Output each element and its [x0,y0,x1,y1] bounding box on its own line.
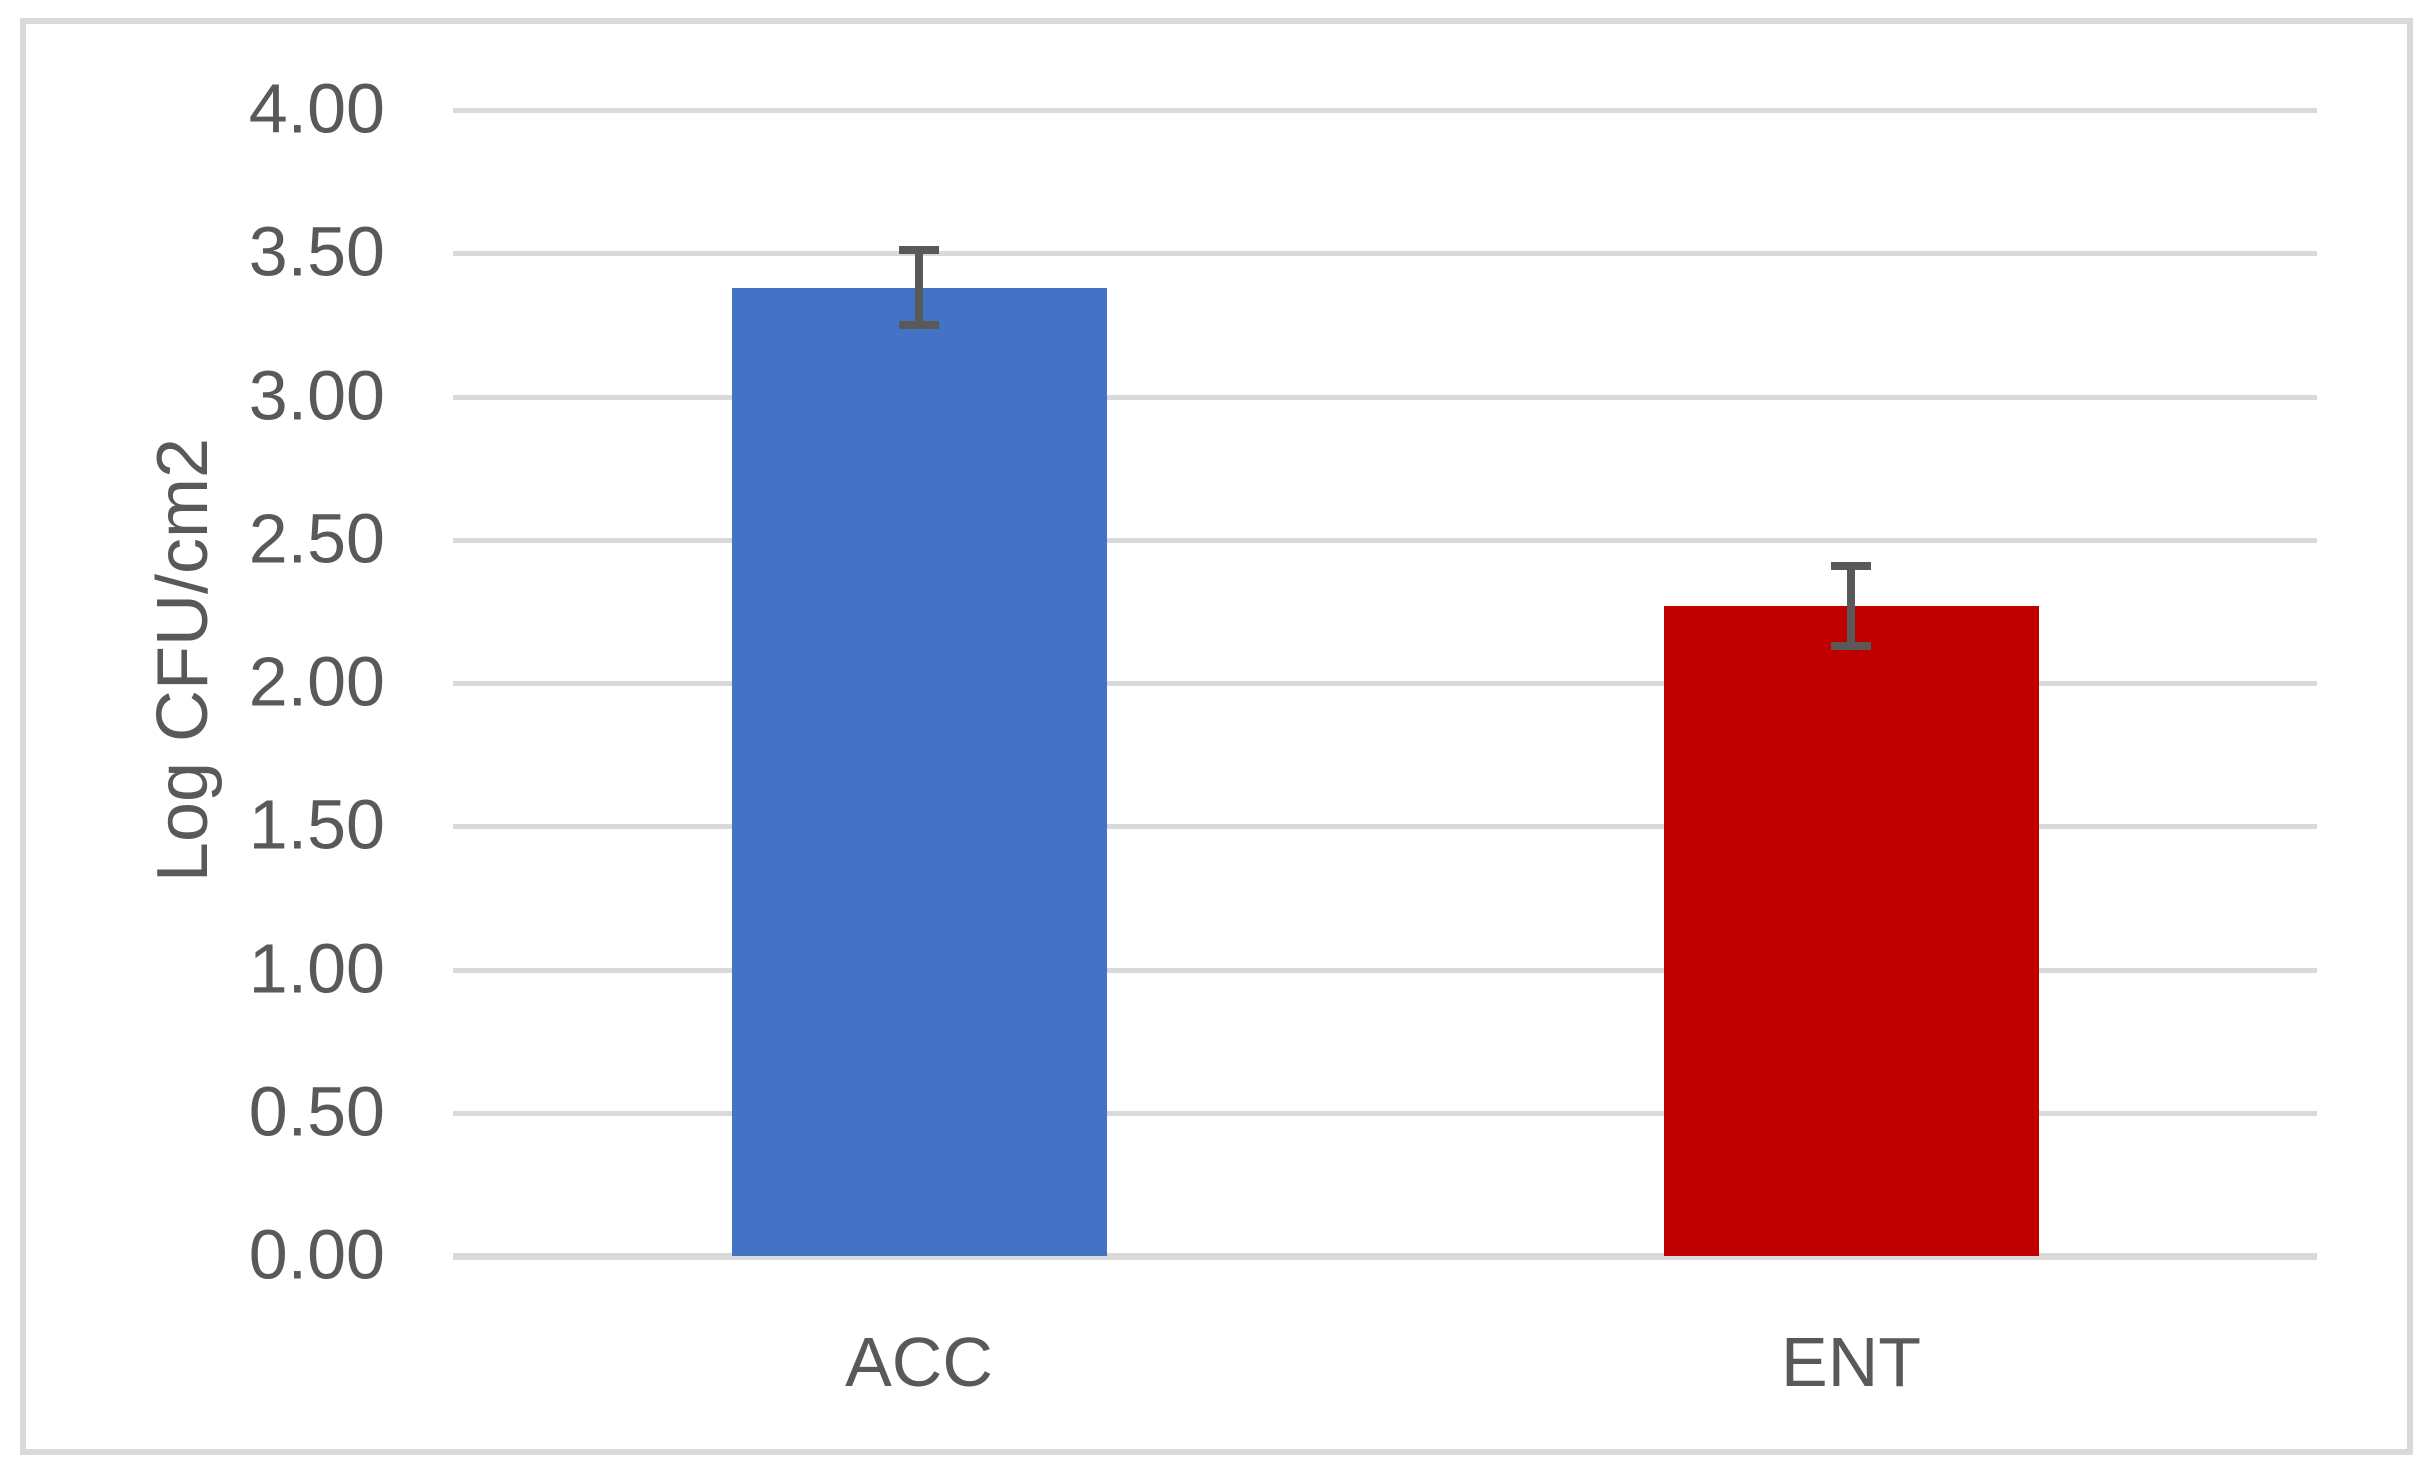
error-bar-line-ACC [915,250,923,325]
error-bar-bottom-cap-ACC [899,320,939,329]
y-tick-label-2.50: 2.50 [248,499,385,578]
y-tick-label-0.50: 0.50 [248,1072,385,1151]
error-bar-top-cap-ENT [1831,561,1871,570]
bar-ENT [1663,605,2039,1256]
x-axis-line [453,1253,2317,1260]
category-label-ACC: ACC [845,1323,993,1401]
y-tick-label-1.00: 1.00 [248,928,385,1007]
y-tick-label-4.00: 4.00 [248,69,385,148]
y-tick-label-0.00: 0.00 [248,1215,385,1294]
y-tick-label-2.00: 2.00 [248,642,385,721]
gridline-1.00 [453,967,2317,973]
error-bar-top-cap-ACC [899,246,939,255]
gridline-2.00 [453,681,2317,686]
y-tick-label-3.50: 3.50 [248,212,385,291]
chart-outer-border [20,18,2413,1455]
gridline-4.00 [453,108,2317,113]
gridline-0.50 [453,1110,2317,1116]
gridline-1.50 [453,824,2317,830]
gridline-3.00 [453,394,2317,400]
error-bar-bottom-cap-ENT [1831,641,1871,650]
error-bar-line-ENT [1847,565,1855,646]
y-tick-label-1.50: 1.50 [248,785,385,864]
gridline-3.50 [453,251,2317,257]
bar-ACC [731,287,1107,1256]
category-label-ENT: ENT [1781,1323,1921,1401]
y-tick-label-3.00: 3.00 [248,355,385,434]
gridline-2.50 [453,537,2317,543]
